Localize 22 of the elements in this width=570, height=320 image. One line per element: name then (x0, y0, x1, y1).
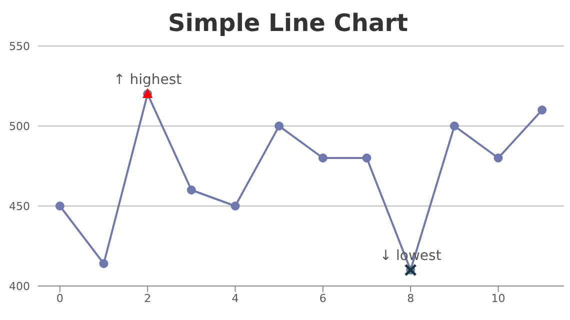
y-tick-label: 500 (9, 120, 30, 133)
x-tick-label: 2 (144, 292, 152, 305)
x-tick-label: 8 (407, 292, 414, 305)
point (362, 154, 372, 162)
chart-title: Simple Line Chart (167, 8, 409, 38)
point (274, 122, 284, 130)
point (55, 202, 64, 210)
point (186, 186, 196, 194)
point (230, 202, 240, 210)
y-tick-label: 450 (9, 200, 30, 213)
point (450, 122, 459, 130)
point (538, 106, 547, 114)
annotation: ↑ highest (114, 72, 182, 88)
point (494, 154, 503, 162)
x-tick-label: 10 (491, 292, 506, 305)
y-tick-label: 550 (9, 40, 30, 53)
point (99, 259, 108, 268)
y-tick-label: 400 (9, 280, 30, 293)
x-tick-label: 6 (319, 292, 326, 305)
x-tick-label: 4 (232, 292, 239, 305)
x-tick-label: 0 (56, 292, 64, 305)
point (318, 154, 328, 162)
